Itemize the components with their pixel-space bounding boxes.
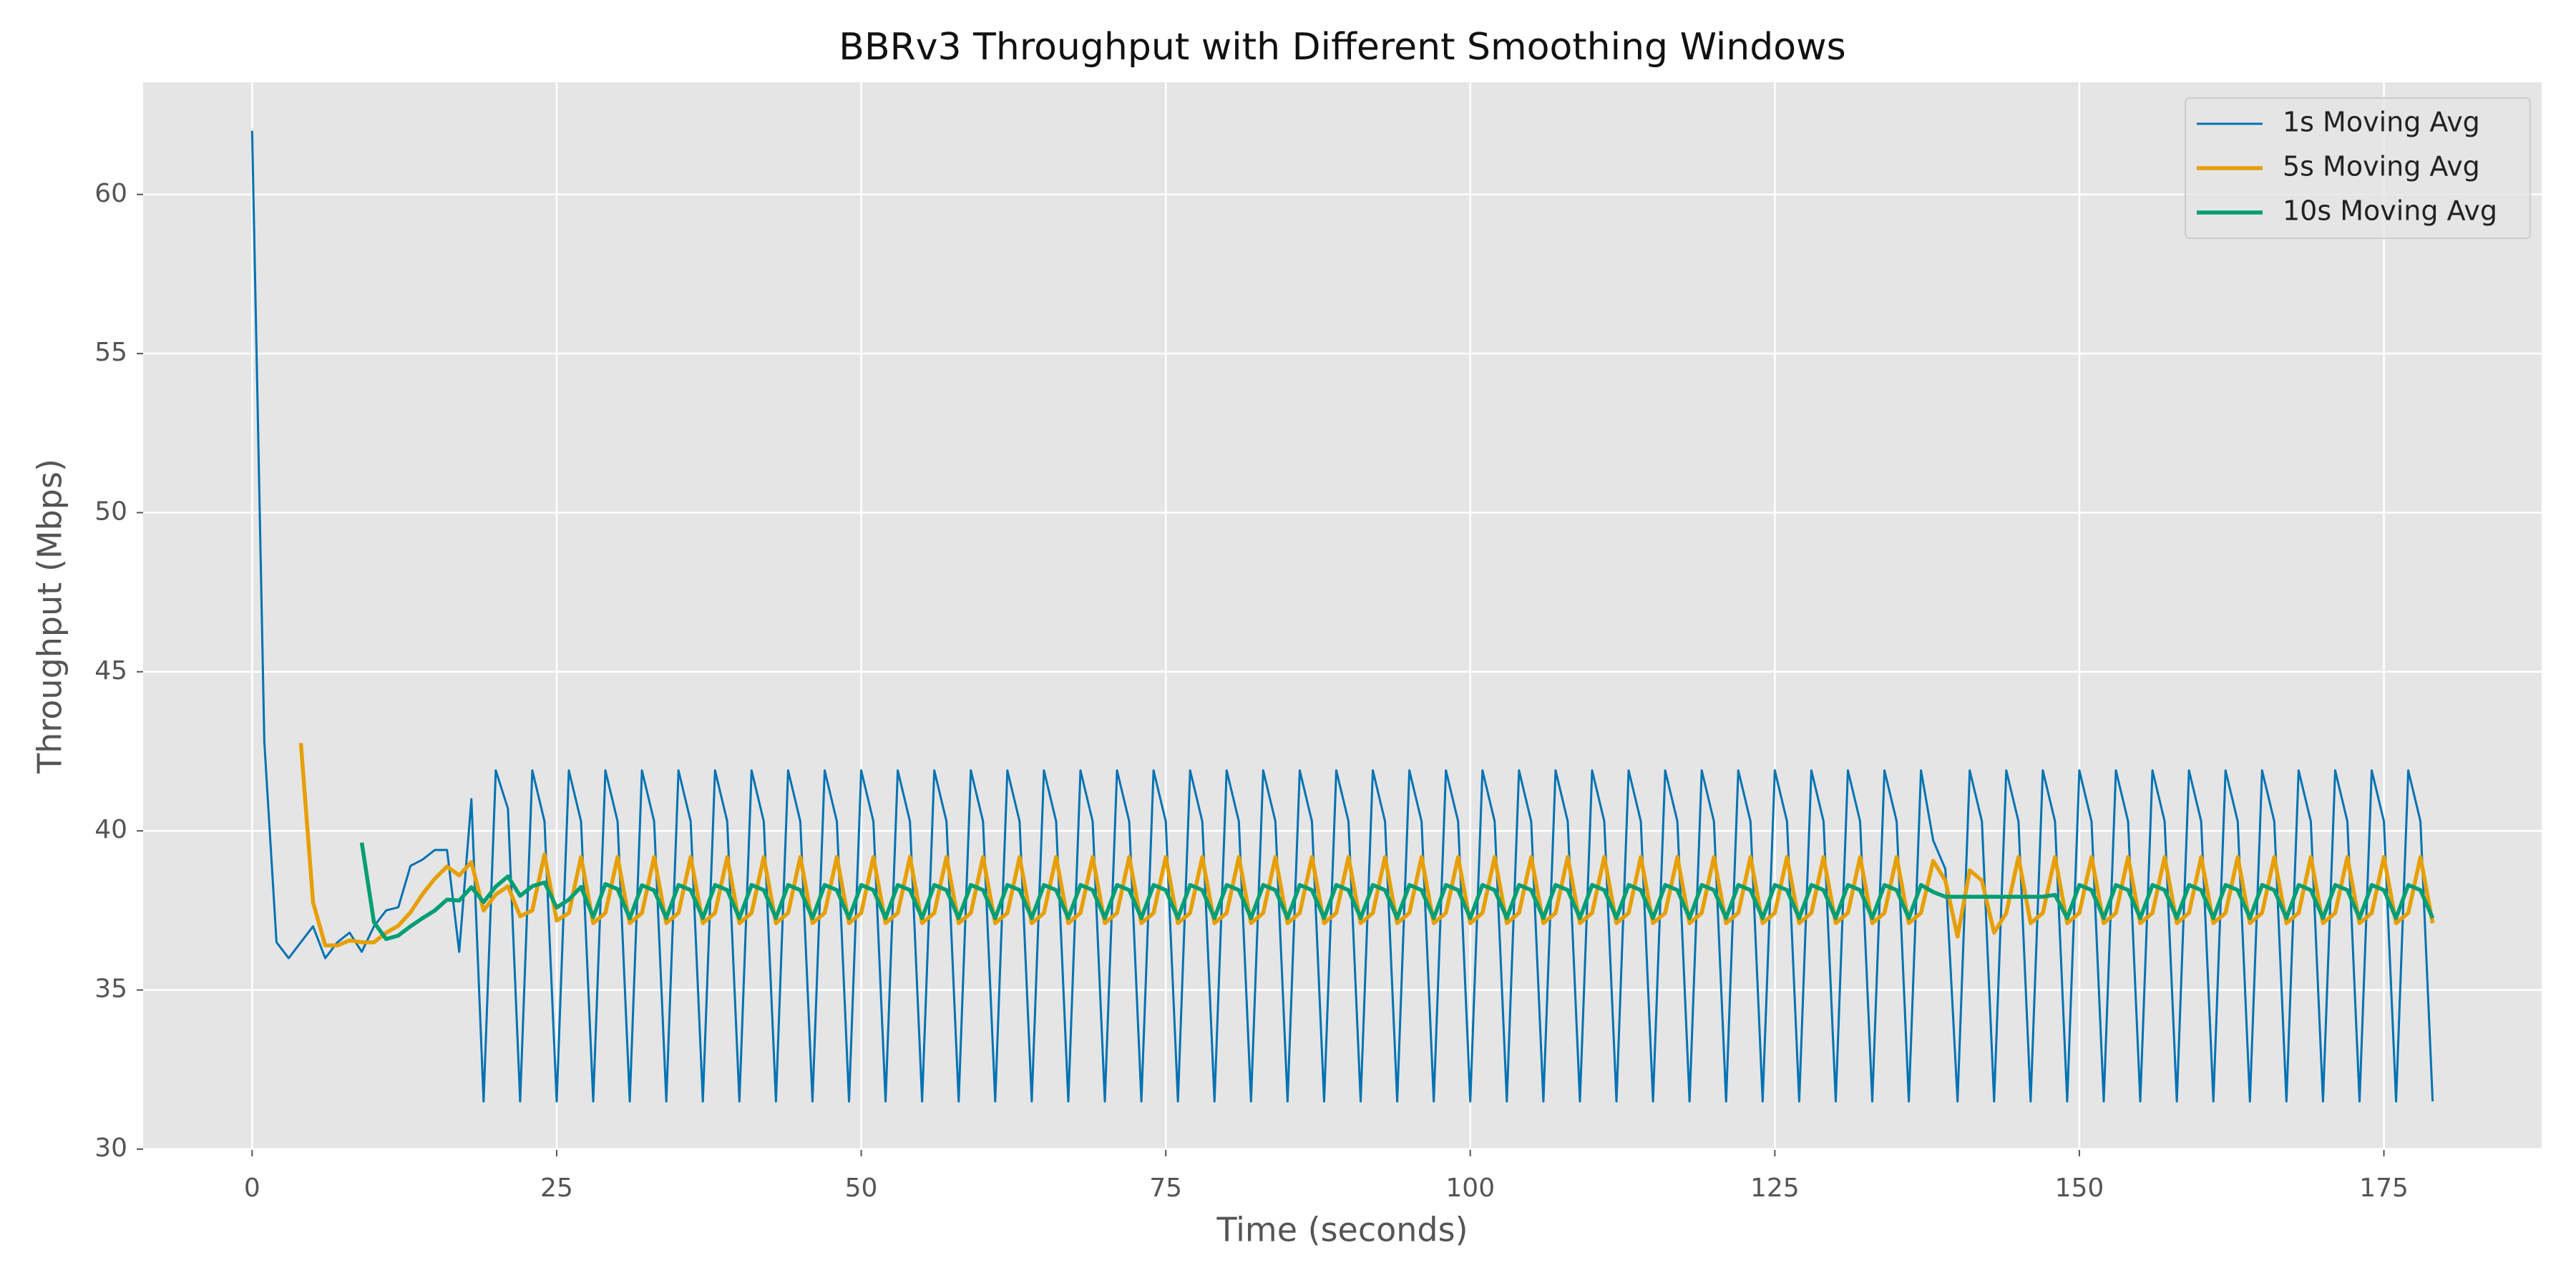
x-tick-label: 50	[845, 1174, 878, 1203]
x-tick-label: 25	[540, 1174, 573, 1203]
y-tick-label: 35	[94, 975, 127, 1004]
series-line	[250, 130, 2434, 1103]
legend-label: 5s Moving Avg	[2283, 151, 2480, 182]
x-tick-label: 150	[2055, 1174, 2104, 1203]
legend-label: 10s Moving Avg	[2283, 195, 2497, 227]
x-axis-label: Time (seconds)	[1216, 1211, 1468, 1249]
x-tick-label: 175	[2359, 1174, 2409, 1203]
series-line	[298, 743, 2435, 948]
y-axis-label: Throughput (Mbps)	[31, 459, 69, 774]
y-tick-label: 60	[94, 179, 127, 208]
legend-label: 1s Moving Avg	[2283, 107, 2480, 138]
plot-area	[143, 82, 2542, 1150]
y-tick-label: 30	[94, 1133, 127, 1163]
x-tick-label: 125	[1750, 1174, 1800, 1203]
y-tick-label: 45	[94, 656, 127, 686]
legend: 1s Moving Avg 5s Moving Avg 10s Moving Avg	[2185, 97, 2531, 239]
x-tick-label: 75	[1149, 1174, 1182, 1203]
x-tick-label: 100	[1445, 1174, 1495, 1203]
y-tick-label: 40	[94, 815, 127, 844]
legend-box	[2185, 97, 2531, 239]
y-tick-label: 50	[94, 497, 127, 526]
y-tick-label: 55	[94, 338, 127, 367]
chart-title: BBRv3 Throughput with Different Smoothin…	[839, 26, 1845, 69]
x-tick-label: 0	[244, 1174, 260, 1203]
series-line	[359, 842, 2435, 942]
